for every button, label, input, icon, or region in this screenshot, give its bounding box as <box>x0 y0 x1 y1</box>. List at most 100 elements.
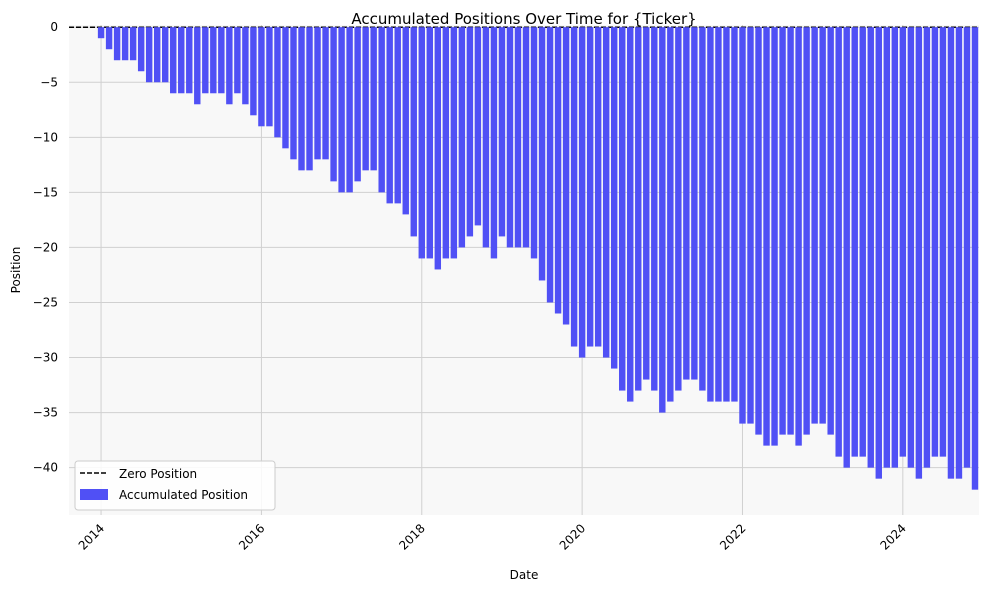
position-bar <box>162 27 169 83</box>
position-bar <box>442 27 450 259</box>
position-bar <box>851 27 858 457</box>
position-bar <box>819 27 826 424</box>
position-bar <box>306 27 313 171</box>
position-bar <box>450 27 458 259</box>
position-bar <box>755 27 762 435</box>
position-bar <box>113 27 121 61</box>
position-bar <box>210 27 217 94</box>
position-bar <box>434 27 442 270</box>
position-bar <box>226 27 233 105</box>
position-bar <box>586 27 594 347</box>
x-tick-label: 2024 <box>877 521 908 552</box>
position-bar <box>699 27 706 391</box>
y-tick-label: −20 <box>33 240 58 254</box>
position-bar <box>619 27 626 391</box>
position-bar <box>290 27 297 160</box>
position-bar <box>298 27 305 171</box>
position-bar <box>202 27 209 94</box>
position-bar <box>915 27 923 479</box>
position-bar <box>963 27 971 468</box>
position-bar <box>675 27 682 391</box>
y-axis-ticks: 0 −5 −10 −15 −20 −25 −30 −35 −40 <box>33 20 58 474</box>
legend: Zero Position Accumulated Position <box>74 460 276 511</box>
position-bar <box>274 27 281 138</box>
position-bar <box>570 27 578 347</box>
position-bar <box>723 27 730 402</box>
position-bar <box>931 27 939 457</box>
position-bar <box>153 27 161 83</box>
position-bar <box>715 27 722 402</box>
position-bar <box>803 27 810 435</box>
position-bar <box>129 27 137 61</box>
position-bar <box>378 27 385 193</box>
y-axis-label: Position <box>9 247 23 294</box>
position-bar <box>410 27 417 237</box>
y-tick-label: −15 <box>33 185 58 199</box>
position-bar <box>314 27 321 160</box>
position-bar <box>947 27 955 479</box>
y-tick-label: −25 <box>33 295 58 309</box>
position-bar <box>250 27 257 116</box>
x-tick-label: 2020 <box>557 521 588 552</box>
position-bar <box>691 27 698 380</box>
legend-bar-label: Accumulated Position <box>119 488 248 502</box>
position-bar <box>883 27 891 468</box>
position-bar <box>121 27 129 61</box>
position-bar <box>747 27 754 424</box>
position-bar <box>490 27 498 259</box>
position-bar <box>498 27 506 237</box>
x-tick-label: 2014 <box>76 521 107 552</box>
legend-zero-label: Zero Position <box>119 467 197 481</box>
x-axis-label: Date <box>510 568 539 582</box>
position-bar <box>659 27 666 413</box>
position-bar <box>418 27 425 259</box>
position-bar <box>971 27 979 490</box>
position-bar <box>370 27 377 171</box>
position-bar <box>859 27 866 457</box>
position-bar <box>386 27 393 204</box>
y-tick-label: −10 <box>33 130 58 144</box>
position-bar <box>426 27 433 259</box>
position-bar <box>538 27 546 281</box>
position-bar <box>506 27 514 248</box>
position-bar <box>610 27 618 369</box>
position-bar <box>907 27 915 468</box>
position-bar <box>522 27 530 248</box>
position-bar <box>562 27 570 325</box>
position-bar <box>466 27 474 237</box>
position-bar <box>322 27 329 160</box>
y-tick-label: −30 <box>33 351 58 365</box>
position-bar <box>635 27 642 391</box>
position-bar <box>955 27 963 479</box>
position-bar <box>707 27 714 402</box>
legend-bar-swatch <box>80 489 108 500</box>
position-bar <box>843 27 850 468</box>
position-bar <box>530 27 538 259</box>
position-bar <box>835 27 842 457</box>
position-bar <box>739 27 746 424</box>
x-tick-label: 2018 <box>396 521 427 552</box>
position-bar <box>354 27 361 182</box>
y-tick-label: 0 <box>50 20 58 34</box>
position-bar <box>234 27 241 94</box>
position-bar <box>923 27 931 468</box>
position-bar <box>891 27 899 468</box>
x-tick-label: 2022 <box>717 521 748 552</box>
position-bar <box>402 27 409 215</box>
position-bar <box>787 27 794 435</box>
position-bar <box>474 27 482 226</box>
position-bar <box>338 27 345 193</box>
position-bar <box>602 27 610 358</box>
position-bar <box>242 27 249 105</box>
position-bar <box>362 27 369 171</box>
position-bar <box>731 27 738 402</box>
position-bar <box>137 27 145 72</box>
position-bar <box>170 27 177 94</box>
y-tick-label: −40 <box>33 461 58 475</box>
position-bar <box>795 27 802 446</box>
position-bar <box>266 27 273 127</box>
position-bar <box>771 27 778 446</box>
position-bar <box>97 27 105 39</box>
position-bar <box>258 27 265 127</box>
